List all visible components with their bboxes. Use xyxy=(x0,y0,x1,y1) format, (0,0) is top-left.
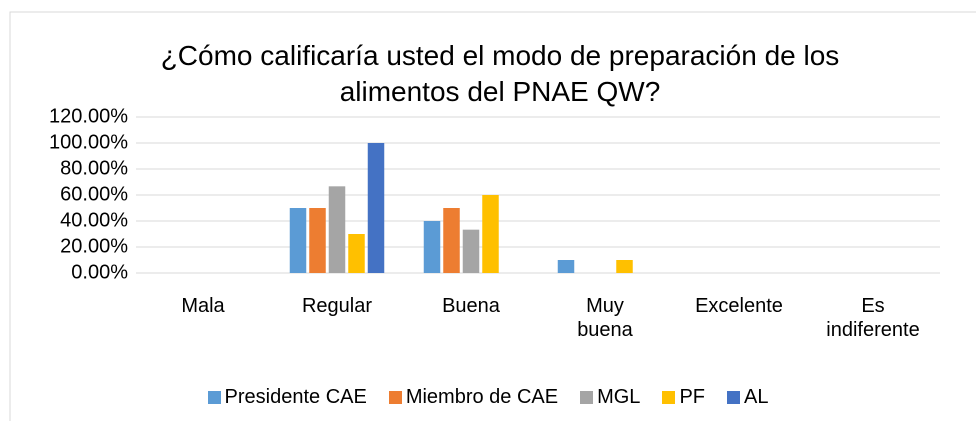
legend-item: AL xyxy=(727,386,768,409)
bar xyxy=(348,234,365,273)
x-tick-label: Regular xyxy=(301,295,373,317)
legend-item: PF xyxy=(662,386,705,409)
legend-swatch xyxy=(727,391,740,404)
y-tick-label: 100.00% xyxy=(49,131,128,153)
y-tick-label: 80.00% xyxy=(60,157,128,179)
x-tick-label: Excelente xyxy=(695,295,783,317)
legend-swatch xyxy=(388,391,402,404)
x-tick-label: Mala xyxy=(181,295,225,317)
x-tick-label: Muy buena xyxy=(577,295,633,341)
bar xyxy=(557,260,575,273)
x-tick-label: Es indiferente xyxy=(826,295,920,341)
bar xyxy=(328,186,346,273)
legend-item: Presidente CAE xyxy=(207,386,367,409)
legend-item: Miembro de CAE xyxy=(388,386,559,409)
legend-swatch xyxy=(580,391,594,404)
legend-label: AL xyxy=(744,386,769,408)
legend-label: MGL xyxy=(597,386,641,408)
y-tick-label: 0.00% xyxy=(71,261,128,283)
bar xyxy=(616,260,633,273)
y-tick-label: 120.00% xyxy=(49,105,128,127)
bar xyxy=(423,221,441,273)
bar xyxy=(482,195,499,273)
chart-title: ¿Cómo calificaría usted el modo de prepa… xyxy=(160,40,840,107)
y-tick-label: 20.00% xyxy=(60,235,128,257)
legend-swatch xyxy=(662,391,676,404)
chart-frame xyxy=(9,11,976,421)
y-tick-label: 40.00% xyxy=(60,209,128,231)
bar xyxy=(462,229,480,273)
y-tick-label: 60.00% xyxy=(60,183,128,205)
legend-item: MGL xyxy=(580,386,640,409)
x-tick-label: Buena xyxy=(442,295,500,317)
legend-label: PF xyxy=(679,386,705,408)
legend: Presidente CAE Miembro de CAE MGL PF AL xyxy=(0,386,976,409)
bar xyxy=(289,208,307,273)
legend-label: Miembro de CAE xyxy=(405,386,559,408)
legend-label: Presidente CAE xyxy=(224,386,367,408)
bar xyxy=(309,208,326,273)
bar xyxy=(443,208,460,273)
legend-swatch xyxy=(207,391,221,404)
bar xyxy=(367,143,385,273)
